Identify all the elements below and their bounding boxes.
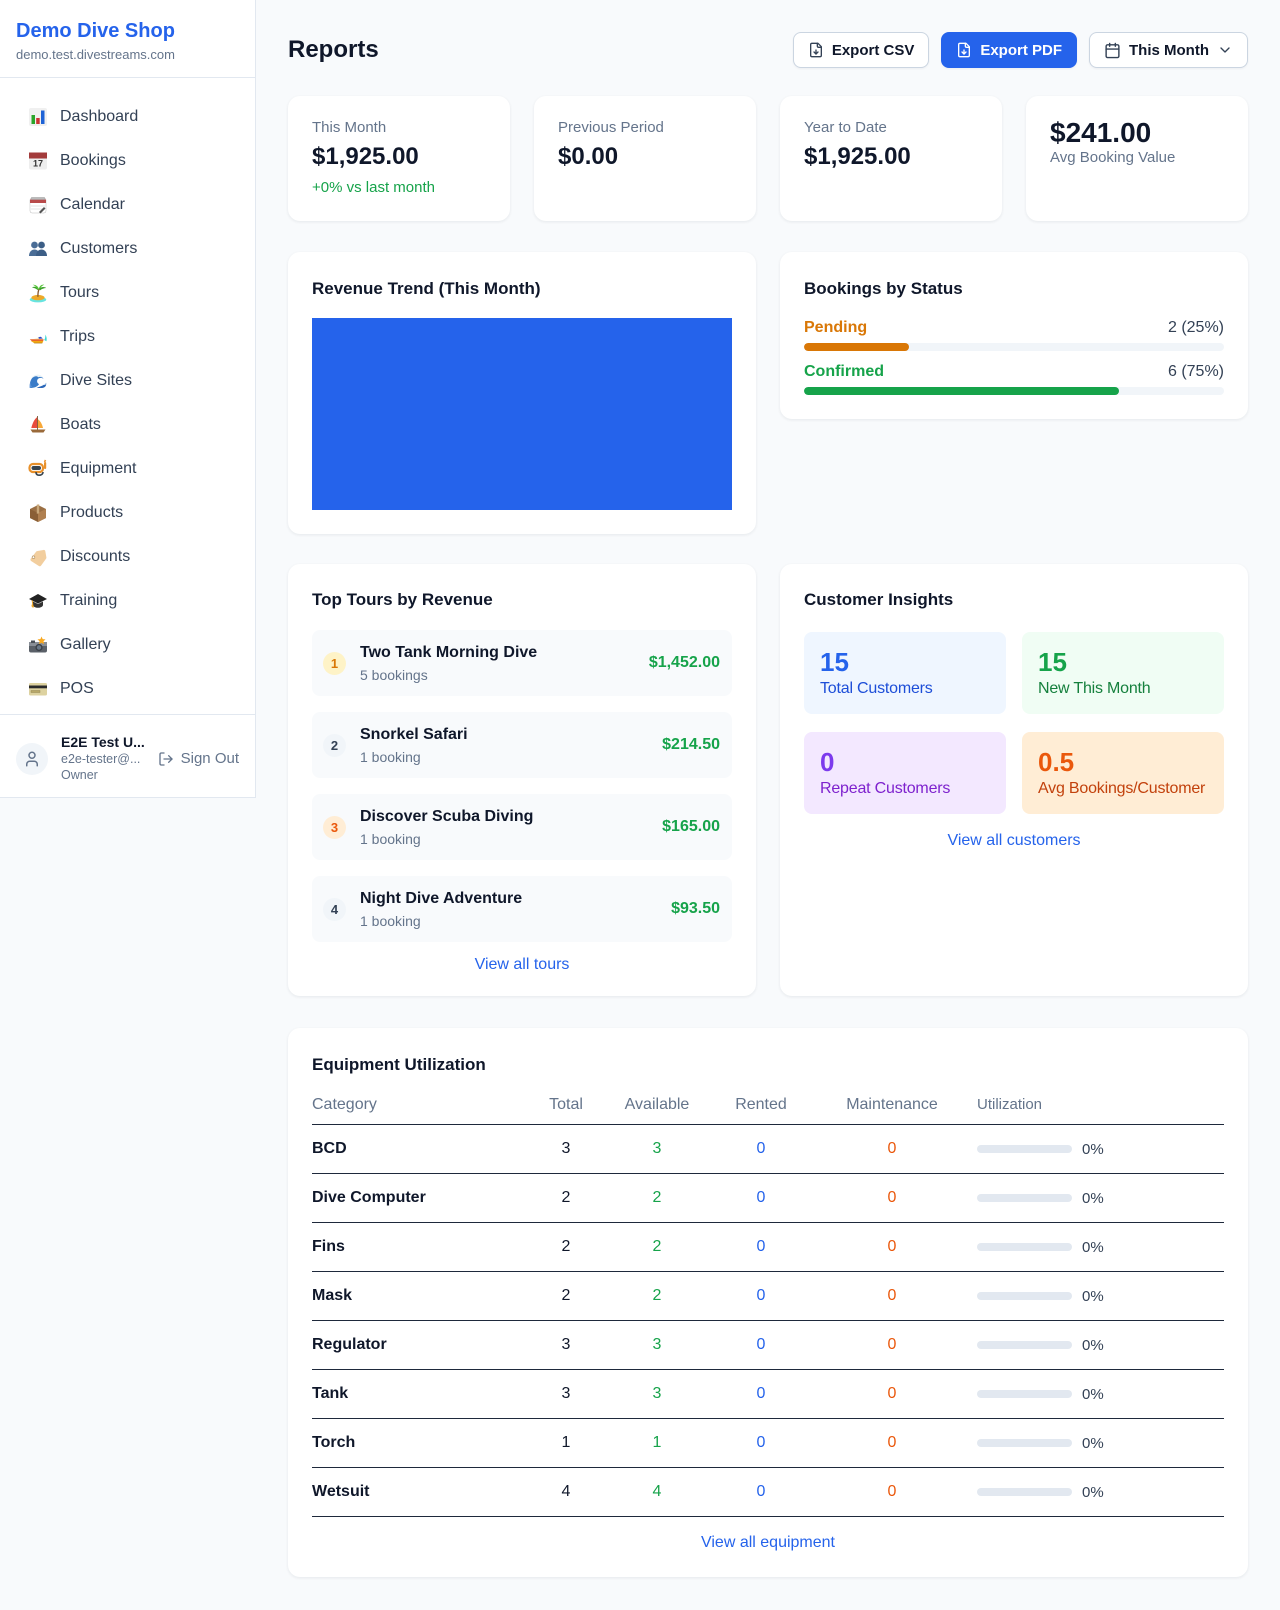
svg-text:17: 17 [33, 159, 43, 169]
